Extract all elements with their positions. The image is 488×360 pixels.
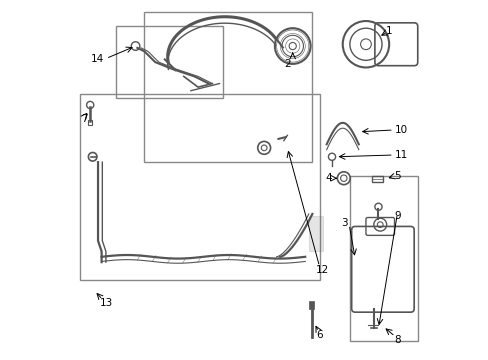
Bar (88, 120, 92, 125)
Bar (308, 301, 313, 309)
Bar (116, 26, 223, 98)
Text: 14: 14 (91, 54, 104, 64)
Text: 6: 6 (315, 330, 322, 341)
Text: 2: 2 (284, 59, 290, 68)
Bar (349, 176, 417, 341)
Bar (80, 94, 319, 280)
Text: 13: 13 (100, 298, 113, 308)
Text: 4: 4 (325, 173, 331, 183)
Text: 1: 1 (385, 26, 391, 36)
Bar (372, 176, 382, 182)
Text: 8: 8 (394, 335, 400, 345)
Text: 12: 12 (315, 265, 328, 275)
Bar (144, 12, 312, 162)
Text: 9: 9 (394, 211, 400, 221)
Text: 11: 11 (394, 150, 407, 160)
Text: 10: 10 (394, 125, 407, 135)
Text: 3: 3 (341, 218, 347, 228)
Text: 5: 5 (394, 171, 400, 181)
Text: 7: 7 (81, 113, 87, 123)
Bar (308, 216, 323, 251)
